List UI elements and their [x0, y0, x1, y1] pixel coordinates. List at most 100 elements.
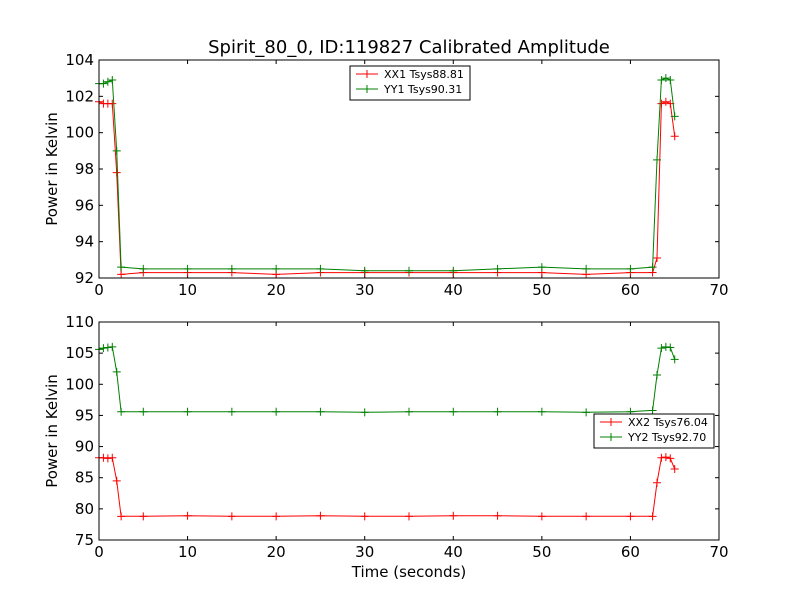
x-tick-label: 20 — [267, 543, 286, 561]
x-axis-label: Time (seconds) — [351, 563, 467, 581]
data-point-marker — [227, 512, 236, 521]
data-point-marker — [449, 511, 458, 520]
legend-marker-xx1 — [363, 70, 371, 78]
data-point-marker — [493, 407, 502, 416]
data-point-marker — [582, 512, 591, 521]
data-point-marker — [537, 512, 546, 521]
data-point-marker — [648, 263, 657, 272]
legend-1: XX1 Tsys88.81 YY1 Tsys90.31 — [349, 65, 471, 101]
plot-frame-2 — [98, 321, 720, 541]
x-tick-label: 60 — [621, 543, 640, 561]
data-point-marker — [657, 344, 666, 353]
data-point-marker — [626, 512, 635, 521]
data-point-marker — [661, 97, 670, 106]
legend-label-yy1: YY1 Tsys90.31 — [383, 83, 462, 96]
y-axis-label-1: Power in Kelvin — [43, 112, 61, 226]
data-point-marker — [582, 408, 591, 417]
chart-title: Spirit_80_0, ID:119827 Calibrated Amplit… — [208, 37, 610, 58]
data-point-marker — [316, 407, 325, 416]
legend-label-xx2: XX2 Tsys76.04 — [628, 416, 708, 429]
data-point-marker — [139, 264, 148, 273]
y-tick-label: 92 — [75, 269, 94, 287]
data-point-marker — [117, 512, 126, 521]
y-tick-label: 85 — [75, 469, 94, 487]
x-tick-label: 50 — [532, 543, 551, 561]
data-point-marker — [112, 367, 121, 376]
data-point-marker — [657, 453, 666, 462]
legend-label-xx1: XX1 Tsys88.81 — [384, 68, 464, 81]
data-point-marker — [183, 264, 192, 273]
legend-marker-yy2 — [607, 433, 615, 441]
legend-box-2 — [593, 413, 715, 449]
data-point-marker — [670, 132, 679, 141]
data-point-marker — [103, 77, 112, 86]
data-point-marker — [653, 254, 661, 263]
data-point-marker — [316, 511, 325, 520]
data-point-marker — [537, 407, 546, 416]
data-point-marker — [360, 408, 369, 417]
y-tick-label: 105 — [65, 344, 94, 362]
data-point-marker — [272, 512, 281, 521]
legend-label-yy2: YY2 Tsys92.70 — [627, 431, 706, 444]
data-point-marker — [449, 407, 458, 416]
data-point-marker — [666, 343, 675, 352]
legend-2: XX2 Tsys76.04 YY2 Tsys92.70 — [593, 413, 715, 449]
x-tick-label: 0 — [94, 281, 104, 299]
x-tick-label: 60 — [621, 281, 640, 299]
y-tick-label: 100 — [65, 124, 94, 142]
y-tick-label: 98 — [75, 160, 94, 178]
data-point-marker — [99, 453, 108, 462]
series-line-1-0 — [99, 456, 676, 517]
y-tick-label: 104 — [65, 51, 94, 69]
data-point-marker — [657, 75, 666, 84]
y-tick-label: 80 — [75, 500, 94, 518]
data-point-marker — [112, 476, 121, 485]
x-tick-label: 0 — [94, 543, 104, 561]
x-tick-label: 30 — [355, 281, 374, 299]
y-tick-label: 96 — [75, 196, 94, 214]
y-tick-label: 75 — [75, 531, 94, 549]
data-point-marker — [108, 453, 117, 462]
data-point-marker — [103, 454, 112, 463]
x-tick-label: 40 — [444, 543, 463, 561]
data-point-marker — [112, 168, 121, 177]
data-point-marker — [493, 264, 502, 273]
data-point-marker — [227, 264, 236, 273]
data-point-marker — [108, 342, 117, 351]
x-tick-label: 70 — [709, 281, 728, 299]
y-tick-label: 100 — [65, 375, 94, 393]
y-tick-label: 110 — [65, 313, 94, 331]
y-tick-label: 95 — [75, 406, 94, 424]
y-tick-label: 102 — [65, 87, 94, 105]
data-point-marker — [405, 266, 413, 275]
data-point-marker — [648, 406, 657, 415]
data-point-marker — [99, 79, 108, 88]
series-line-1-1 — [98, 346, 676, 413]
data-point-marker — [112, 146, 121, 155]
data-point-marker — [360, 512, 369, 521]
data-point-marker — [537, 263, 546, 272]
data-point-marker — [108, 99, 117, 108]
data-point-marker — [139, 407, 148, 416]
data-point-marker — [582, 264, 591, 273]
y-tick-label: 94 — [75, 233, 94, 251]
data-point-marker — [670, 464, 679, 473]
x-tick-label: 50 — [532, 281, 551, 299]
data-point-marker — [272, 407, 281, 416]
data-point-marker — [653, 370, 661, 379]
chart-panel-1: Spirit_80_0, ID:119827 Calibrated Amplit… — [43, 37, 729, 299]
data-point-marker — [360, 266, 369, 275]
data-point-marker — [661, 342, 670, 351]
data-point-marker — [227, 407, 236, 416]
data-point-marker — [670, 355, 679, 364]
data-point-marker — [653, 478, 661, 487]
legend-box-1 — [349, 65, 471, 101]
data-point-marker — [666, 75, 675, 84]
x-tick-label: 40 — [444, 281, 463, 299]
data-point-marker — [670, 112, 679, 121]
data-point-marker — [657, 99, 666, 108]
data-point-marker — [108, 75, 117, 84]
series-line-0-1 — [99, 77, 676, 272]
data-point-marker — [183, 511, 192, 520]
